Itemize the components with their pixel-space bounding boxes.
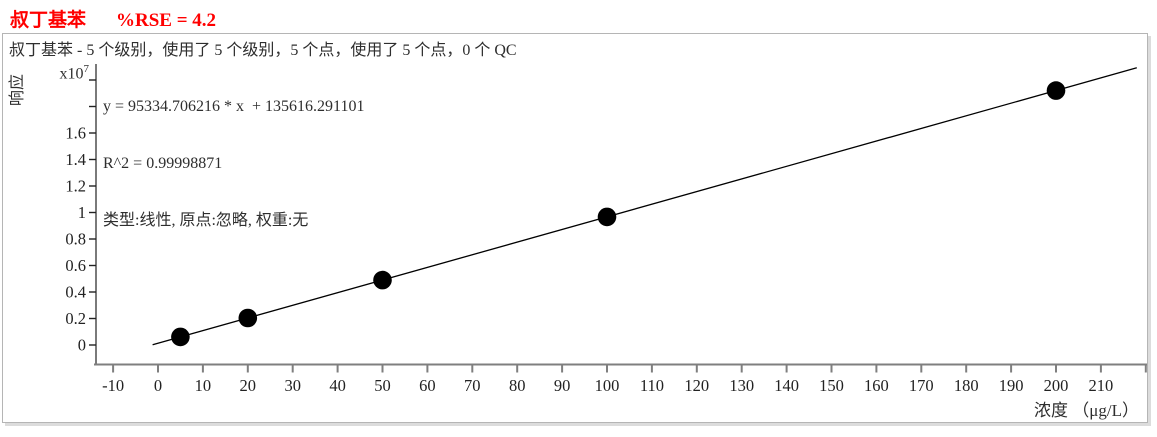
x-axis-title: 浓度 （μg/L） xyxy=(1034,401,1139,420)
data-point xyxy=(597,207,617,227)
x-tick-label: 200 xyxy=(1044,376,1069,395)
x-tick-label: 120 xyxy=(684,376,709,395)
y-axis-multiplier-exponent: 7 xyxy=(83,63,90,75)
rse-value: %RSE = 4.2 xyxy=(116,10,217,31)
data-point xyxy=(1046,81,1066,100)
calibration-chart-panel: 0 0.2 0.4 0.6 0.8 1 1.2 1.4 1.6 -10 0 10 20 30 40 50 60 7… xyxy=(2,33,1148,423)
y-tick-label: 0.4 xyxy=(65,283,86,302)
x-tick-label: 0 xyxy=(154,376,162,395)
y-tick-label: 1.4 xyxy=(65,150,86,169)
x-tick-label: 160 xyxy=(864,376,889,395)
x-tick-label: -10 xyxy=(102,376,124,395)
y-tick-label: 1.2 xyxy=(65,177,86,196)
r-squared-value: R^2 = 0.99998871 xyxy=(103,155,223,172)
data-point xyxy=(238,308,258,328)
y-tick-label: 0.2 xyxy=(65,309,86,328)
x-tick-label: 10 xyxy=(195,376,212,395)
x-tick-label: 80 xyxy=(509,376,526,395)
x-tick-label: 150 xyxy=(819,376,844,395)
curve-summary-title: 叔丁基苯 - 5 个级别，使用了 5 个级别，5 个点，使用了 5 个点，0 个… xyxy=(9,42,517,59)
calibration-plot: 0 0.2 0.4 0.6 0.8 1 1.2 1.4 1.6 -10 0 10 20 30 40 50 60 7… xyxy=(65,64,1147,395)
y-tick-label: 1 xyxy=(78,203,86,222)
compound-name: 叔丁基苯 xyxy=(10,10,87,31)
x-tick-label: 190 xyxy=(999,376,1024,395)
x-tick-label: 50 xyxy=(374,376,391,395)
y-tick-label: 0 xyxy=(78,336,86,355)
x-tick-label: 100 xyxy=(595,376,620,395)
fit-equation: y = 95334.706216 * x + 135616.291101 xyxy=(103,98,365,115)
x-tick-label: 110 xyxy=(640,376,664,395)
y-tick-label: 0.6 xyxy=(65,256,86,275)
y-tick-label: 1.6 xyxy=(65,124,86,143)
x-tick-label: 180 xyxy=(954,376,979,395)
x-tick-label: 210 xyxy=(1089,376,1114,395)
compound-header: 叔丁基苯 %RSE = 4.2 xyxy=(10,5,216,32)
y-axis-title: 响应 xyxy=(9,74,26,107)
y-axis-multiplier: x107 xyxy=(59,63,90,83)
x-tick-label: 60 xyxy=(419,376,436,395)
data-point xyxy=(373,270,392,290)
x-tick-label: 170 xyxy=(909,376,934,395)
x-tick-label: 130 xyxy=(729,376,754,395)
fit-equation-block: y = 95334.706216 * x + 135616.291101 R^2… xyxy=(103,59,364,268)
x-tick-label: 140 xyxy=(774,376,799,395)
data-point xyxy=(171,327,190,347)
y-tick-label: 0.8 xyxy=(65,230,86,249)
x-tick-label: 40 xyxy=(329,376,346,395)
x-tick-label: 70 xyxy=(464,376,481,395)
fit-line xyxy=(152,67,1137,346)
x-tick-label: 90 xyxy=(554,376,571,395)
x-tick-label: 20 xyxy=(240,376,257,395)
x-tick-label: 30 xyxy=(284,376,301,395)
fit-type-info: 类型:线性, 原点:忽略, 权重:无 xyxy=(103,212,309,229)
